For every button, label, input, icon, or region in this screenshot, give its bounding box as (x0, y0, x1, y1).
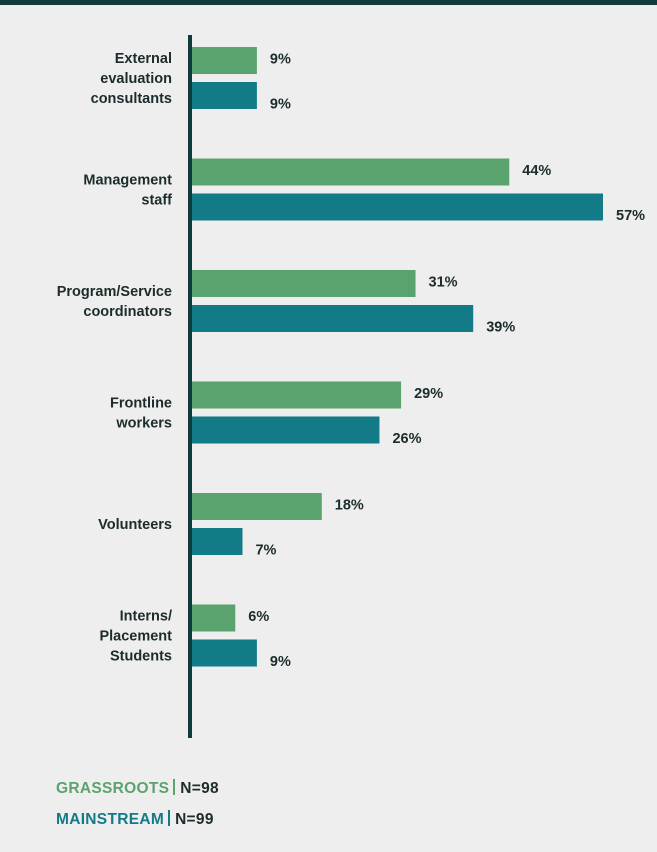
legend-mainstream-separator (168, 810, 171, 826)
category-label-line: staff (141, 193, 172, 209)
bar-grassroots (192, 158, 510, 186)
value-label-mainstream: 39% (486, 320, 515, 336)
category-label-line: Students (110, 649, 172, 665)
category-label-line: Placement (99, 629, 172, 645)
category-label-line: Interns/ (120, 609, 172, 625)
category-label: Interns/Placement Students (99, 609, 172, 665)
category-label-line: consultants (91, 91, 172, 107)
bar-grassroots (192, 270, 416, 297)
bar-mainstream (192, 639, 257, 667)
value-label-grassroots: 29% (414, 386, 443, 402)
category-label-line: Management (83, 173, 172, 189)
bar-mainstream (192, 416, 380, 444)
bar-grassroots (192, 493, 322, 520)
bar-mainstream (192, 528, 243, 555)
value-label-mainstream: 9% (270, 654, 291, 670)
category-label: External evaluation consultants (91, 51, 172, 107)
y-axis-line (188, 35, 192, 738)
legend-grassroots-separator (173, 779, 176, 795)
bar-grassroots (192, 47, 257, 74)
legend-mainstream-name: MAINSTREAM (56, 811, 165, 828)
top-rule (0, 0, 657, 5)
value-label-grassroots: 31% (429, 275, 458, 291)
category-label: Volunteers (98, 517, 172, 533)
value-label-grassroots: 18% (335, 498, 364, 514)
value-label-mainstream: 26% (392, 431, 421, 447)
legend-grassroots-name: GRASSROOTS (56, 780, 170, 797)
bar-mainstream (192, 82, 257, 109)
category-label: Program/Service coordinators (57, 284, 172, 320)
bar-chart: External evaluation consultants 9% 9% Managem… (57, 35, 645, 738)
value-label-grassroots: 44% (522, 163, 551, 179)
value-label-grassroots: 9% (270, 52, 291, 68)
bar-mainstream (192, 193, 603, 221)
bar-grassroots (192, 604, 236, 632)
value-label-mainstream: 7% (255, 543, 276, 559)
category-label: Frontline workers (110, 396, 172, 432)
legend-grassroots: GRASSROOTS N=98 (56, 779, 219, 799)
category-label: Management staff (83, 173, 172, 209)
value-label-mainstream: 9% (270, 97, 291, 113)
category-label-line: workers (115, 416, 172, 432)
value-label-grassroots: 6% (248, 609, 269, 625)
legend-grassroots-n: N=98 (180, 780, 219, 797)
category-label-line: Frontline (110, 396, 172, 412)
legend-mainstream: MAINSTREAM N=99 (56, 810, 214, 830)
category-label-line: coordinators (83, 304, 172, 320)
bar-mainstream (192, 305, 474, 332)
category-label-line: External (115, 51, 172, 67)
category-label-line: evaluation (100, 71, 172, 87)
bar-grassroots (192, 381, 402, 409)
category-label-line: Program/Service (57, 284, 172, 300)
value-label-mainstream: 57% (616, 208, 645, 224)
category-label-line: Volunteers (98, 517, 172, 533)
legend-mainstream-n: N=99 (175, 811, 214, 828)
